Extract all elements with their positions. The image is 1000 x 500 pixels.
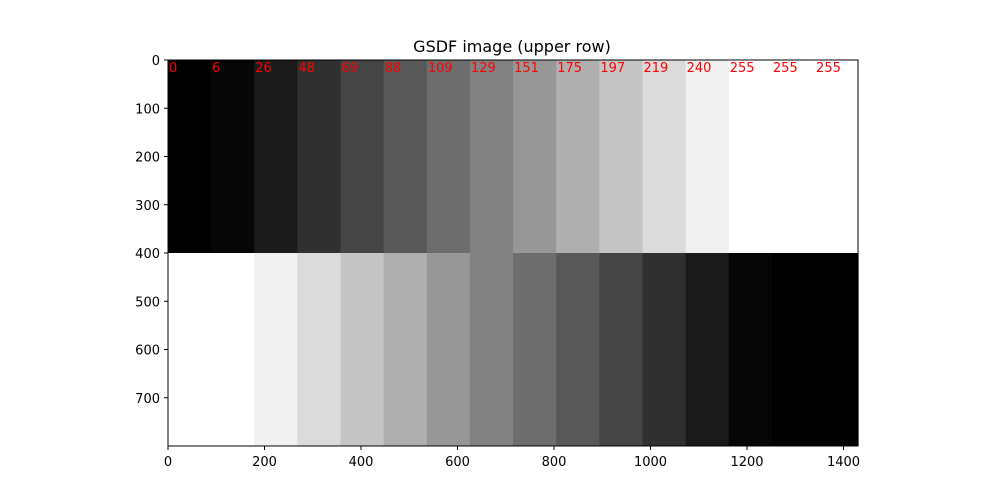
value-label: 129 [471,61,496,76]
value-label: 6 [212,61,220,76]
upper-row-band-15 [815,60,859,253]
value-label: 175 [557,61,582,76]
upper-row-band-12 [685,60,730,253]
upper-row-band-4 [340,60,385,253]
y-tick-label: 400 [135,247,160,262]
value-label: 255 [816,61,841,76]
x-tick-label: 400 [349,455,374,470]
value-label: 255 [730,61,755,76]
upper-row-band-10 [599,60,644,253]
lower-row-band-3 [297,253,342,446]
upper-row-band-0 [168,60,212,253]
value-labels: 0 6 26 48 69 88 109 129 151 175 197 219 240 255 255 255 [169,61,841,76]
value-label: 109 [428,61,453,76]
y-tick-label: 600 [135,344,160,359]
value-label: 219 [644,61,669,76]
lower-row-band-13 [728,253,773,446]
upper-row-band-14 [771,60,816,253]
value-label: 0 [169,61,177,76]
y-tick-label: 200 [135,151,160,166]
lower-row-band-11 [642,253,687,446]
x-tick-label: 1200 [730,455,763,470]
value-label: 151 [514,61,539,76]
chart-title: GSDF image (upper row) [413,37,611,56]
y-tick-label: 0 [152,54,160,69]
value-label: 88 [385,61,402,76]
upper-row-band-13 [728,60,773,253]
lower-row-band-15 [815,253,859,446]
upper-row-band-6 [426,60,471,253]
value-label: 240 [687,61,712,76]
lower-row-band-0 [168,253,212,446]
upper-row-band-1 [211,60,255,253]
lower-row-band-8 [513,253,557,446]
value-label: 255 [773,61,798,76]
heatmap-image [168,60,859,446]
upper-row-band-8 [513,60,557,253]
y-tick-label: 100 [135,102,160,117]
upper-row-band-2 [254,60,299,253]
lower-row-band-14 [771,253,816,446]
x-tick-label: 200 [252,455,277,470]
lower-row-band-10 [599,253,644,446]
lower-row-band-2 [254,253,299,446]
upper-row-band-5 [383,60,428,253]
lower-row-band-1 [211,253,255,446]
x-tick-label: 1400 [827,455,860,470]
upper-row-band-3 [297,60,342,253]
lower-row-band-9 [556,253,600,446]
lower-row-band-12 [685,253,730,446]
x-tick-label: 0 [164,455,172,470]
y-tick-label: 300 [135,199,160,214]
lower-row-band-6 [426,253,471,446]
lower-row-band-4 [340,253,385,446]
value-label: 48 [298,61,315,76]
lower-row-band-5 [383,253,428,446]
x-tick-label: 800 [542,455,567,470]
y-tick-label: 700 [135,392,160,407]
x-tick-label: 1000 [634,455,667,470]
value-label: 197 [600,61,625,76]
lower-row-band-7 [469,253,514,446]
upper-row-band-11 [642,60,687,253]
y-tick-label: 500 [135,295,160,310]
y-axis: 0 100 200 300 400 500 600 700 [135,54,168,407]
value-label: 26 [255,61,272,76]
x-axis: 0 200 400 600 800 1000 1200 1400 [164,446,860,470]
x-tick-label: 600 [445,455,470,470]
value-label: 69 [342,61,359,76]
upper-row-band-9 [556,60,600,253]
upper-row-band-7 [469,60,514,253]
